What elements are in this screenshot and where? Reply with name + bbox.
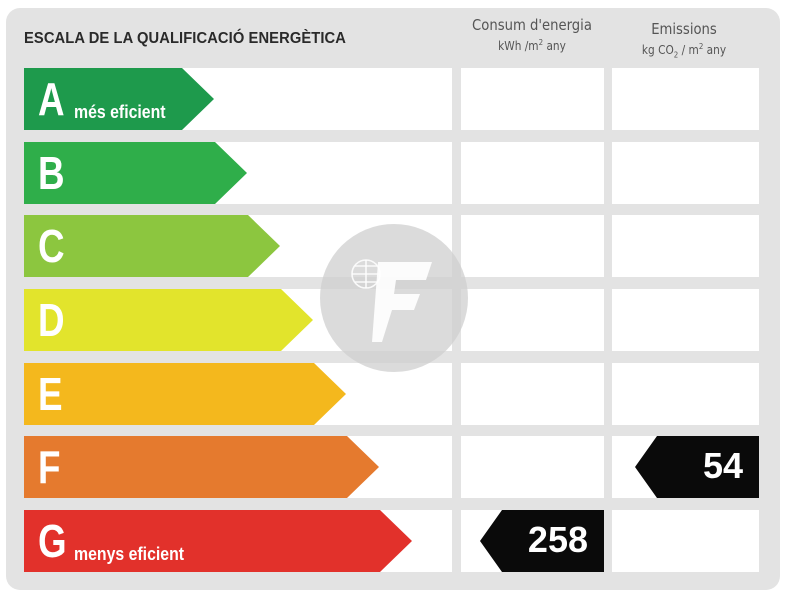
rating-letter: A [38,73,65,125]
rating-sublabel: menys eficient [74,544,185,564]
rating-letter: G [38,515,67,567]
emissions-cell [612,68,759,130]
consum-column-header: Consum d'energia kWh /m2 any [462,16,603,55]
rating-sublabel: més eficient [74,102,166,122]
rating-letter: E [38,368,63,420]
rating-row-f: F 54 [0,436,787,498]
consum-cell [461,436,604,498]
rating-letter: D [38,294,65,346]
rating-letter: F [38,441,61,493]
emissions-header-title: Emissions [651,20,717,38]
consum-cell [461,68,604,130]
consum-cell [461,289,604,351]
rating-arrow-b: B [24,142,247,204]
page-title: ESCALA DE LA QUALIFICACIÓ ENERGÈTICA [24,30,346,47]
consum-cell [461,363,604,425]
emissions-value: 54 [702,445,743,486]
consum-header-unit: kWh /m2 any [498,38,566,53]
emissions-header-unit: kg CO2 / m2 any [641,42,727,60]
rating-row-e: E [0,363,787,425]
rating-letter: C [38,220,65,272]
emissions-cell [612,510,759,572]
consum-cell [461,142,604,204]
consum-cell [461,215,604,277]
consum-header-title: Consum d'energia [472,16,592,34]
rating-row-b: B [0,142,787,204]
rating-arrow-f: F [24,436,379,498]
emissions-cell [612,142,759,204]
emissions-column-header: Emissions kg CO2 / m2 any [614,20,755,64]
emissions-rating-marker: 54 [635,436,759,498]
rating-letter: B [38,147,65,199]
emissions-cell [612,363,759,425]
consum-rating-marker: 258 [480,510,604,572]
emissions-cell [612,215,759,277]
rating-arrow-e: E [24,363,346,425]
consum-value: 258 [527,519,588,560]
rating-arrow-c: C [24,215,280,277]
logo-watermark-icon [320,224,468,372]
rating-arrow-d: D [24,289,313,351]
emissions-cell [612,289,759,351]
